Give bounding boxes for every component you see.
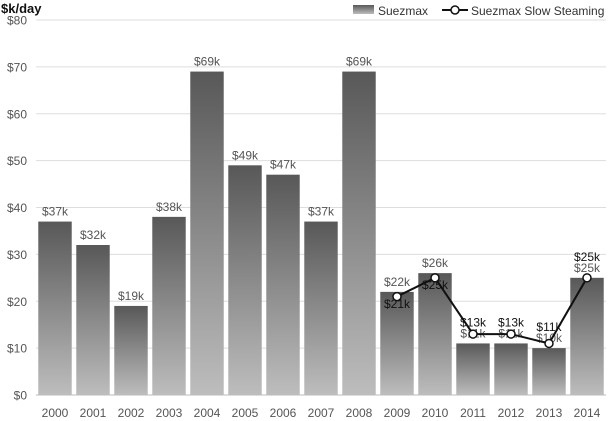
line-point [544,338,554,349]
bar [152,216,186,395]
y-tick-label: $0 [14,389,28,403]
bar-data-label: $37k [308,205,335,219]
x-tick-label: 2002 [118,406,145,420]
x-tick-label: 2010 [422,406,449,420]
x-tick-label: 2011 [460,406,486,420]
line-data-label: $11k [536,320,562,334]
bar [456,343,490,395]
x-tick-label: 2006 [270,406,297,420]
legend: Suezmax Suezmax Slow Steaming [353,4,604,18]
legend-marker-slow-steaming [450,5,460,15]
bar [494,343,528,395]
y-tick-label: $10 [7,342,27,356]
y-tick-label: $60 [7,107,27,121]
x-tick-label: 2013 [536,406,563,420]
x-tick-label: 2003 [156,406,183,420]
bar-data-label: $26k [422,256,449,270]
y-tick-label: $50 [7,154,27,168]
x-axis: 2000 2001 2002 2003 2004 2005 2006 2007 2008 2009… [42,406,601,420]
x-tick-label: 2005 [232,406,259,420]
bar [380,291,414,395]
series-line [396,276,588,345]
y-axis-unit-label: $k/day [1,1,42,16]
y-tick-label: $70 [7,60,27,74]
legend-label-slow-steaming: Suezmax Slow Steaming [471,4,604,18]
line-data-label: $25k [422,278,449,292]
x-tick-label: 2004 [194,406,221,420]
bars [38,71,604,395]
x-tick-label: 2007 [308,406,335,420]
bar-data-label: $22k [384,275,411,289]
bar [114,305,148,395]
bar-data-label: $32k [80,228,107,242]
slow-steaming-line: $21k $25k $13k $13k $11k $25k [384,250,601,349]
x-tick-label: 2012 [498,406,525,420]
bar-data-label: $49k [232,148,259,162]
y-axis: $0 $10 $20 $30 $40 $50 $60 $70 $80 [7,14,27,403]
bar-data-label: $69k [194,55,221,69]
bar-data-label: $19k [118,289,145,303]
bar [304,221,338,395]
y-tick-label: $30 [7,248,27,262]
bar [76,245,110,395]
bar-data-label: $37k [42,205,69,219]
line-data-label: $13k [460,315,487,329]
y-tick-label: $80 [7,14,27,28]
x-tick-label: 2009 [384,406,411,420]
bar-data-label: $69k [346,55,373,69]
bar [266,174,300,395]
x-tick-label: 2008 [346,406,373,420]
line-point [392,291,402,302]
bar-data-label: $38k [156,200,183,214]
bar [228,165,262,395]
y-tick-label: $20 [7,295,27,309]
bar-data-label: $47k [270,158,297,172]
y-tick-label: $40 [7,201,27,215]
bar [190,71,224,395]
bar-data-label: $25k [574,261,601,275]
line-point [506,329,516,339]
line-data-label: $25k [574,250,601,264]
x-tick-label: 2001 [80,406,107,420]
legend-swatch-suezmax [353,5,374,14]
line-point [582,273,592,283]
bar [38,221,72,395]
x-tick-label: 2014 [574,406,601,420]
bar [532,348,566,395]
line-data-label: $21k [384,297,411,311]
bar [342,71,376,395]
legend-label-suezmax: Suezmax [378,4,428,18]
line-data-label: $13k [498,315,525,329]
bar [570,277,604,395]
x-tick-label: 2000 [42,406,69,420]
line-point [430,273,440,283]
line-point [468,329,478,339]
bar-labels: $37k $32k $19k $38k $69k $49k $47k $37k $69k $22k… [42,55,601,346]
